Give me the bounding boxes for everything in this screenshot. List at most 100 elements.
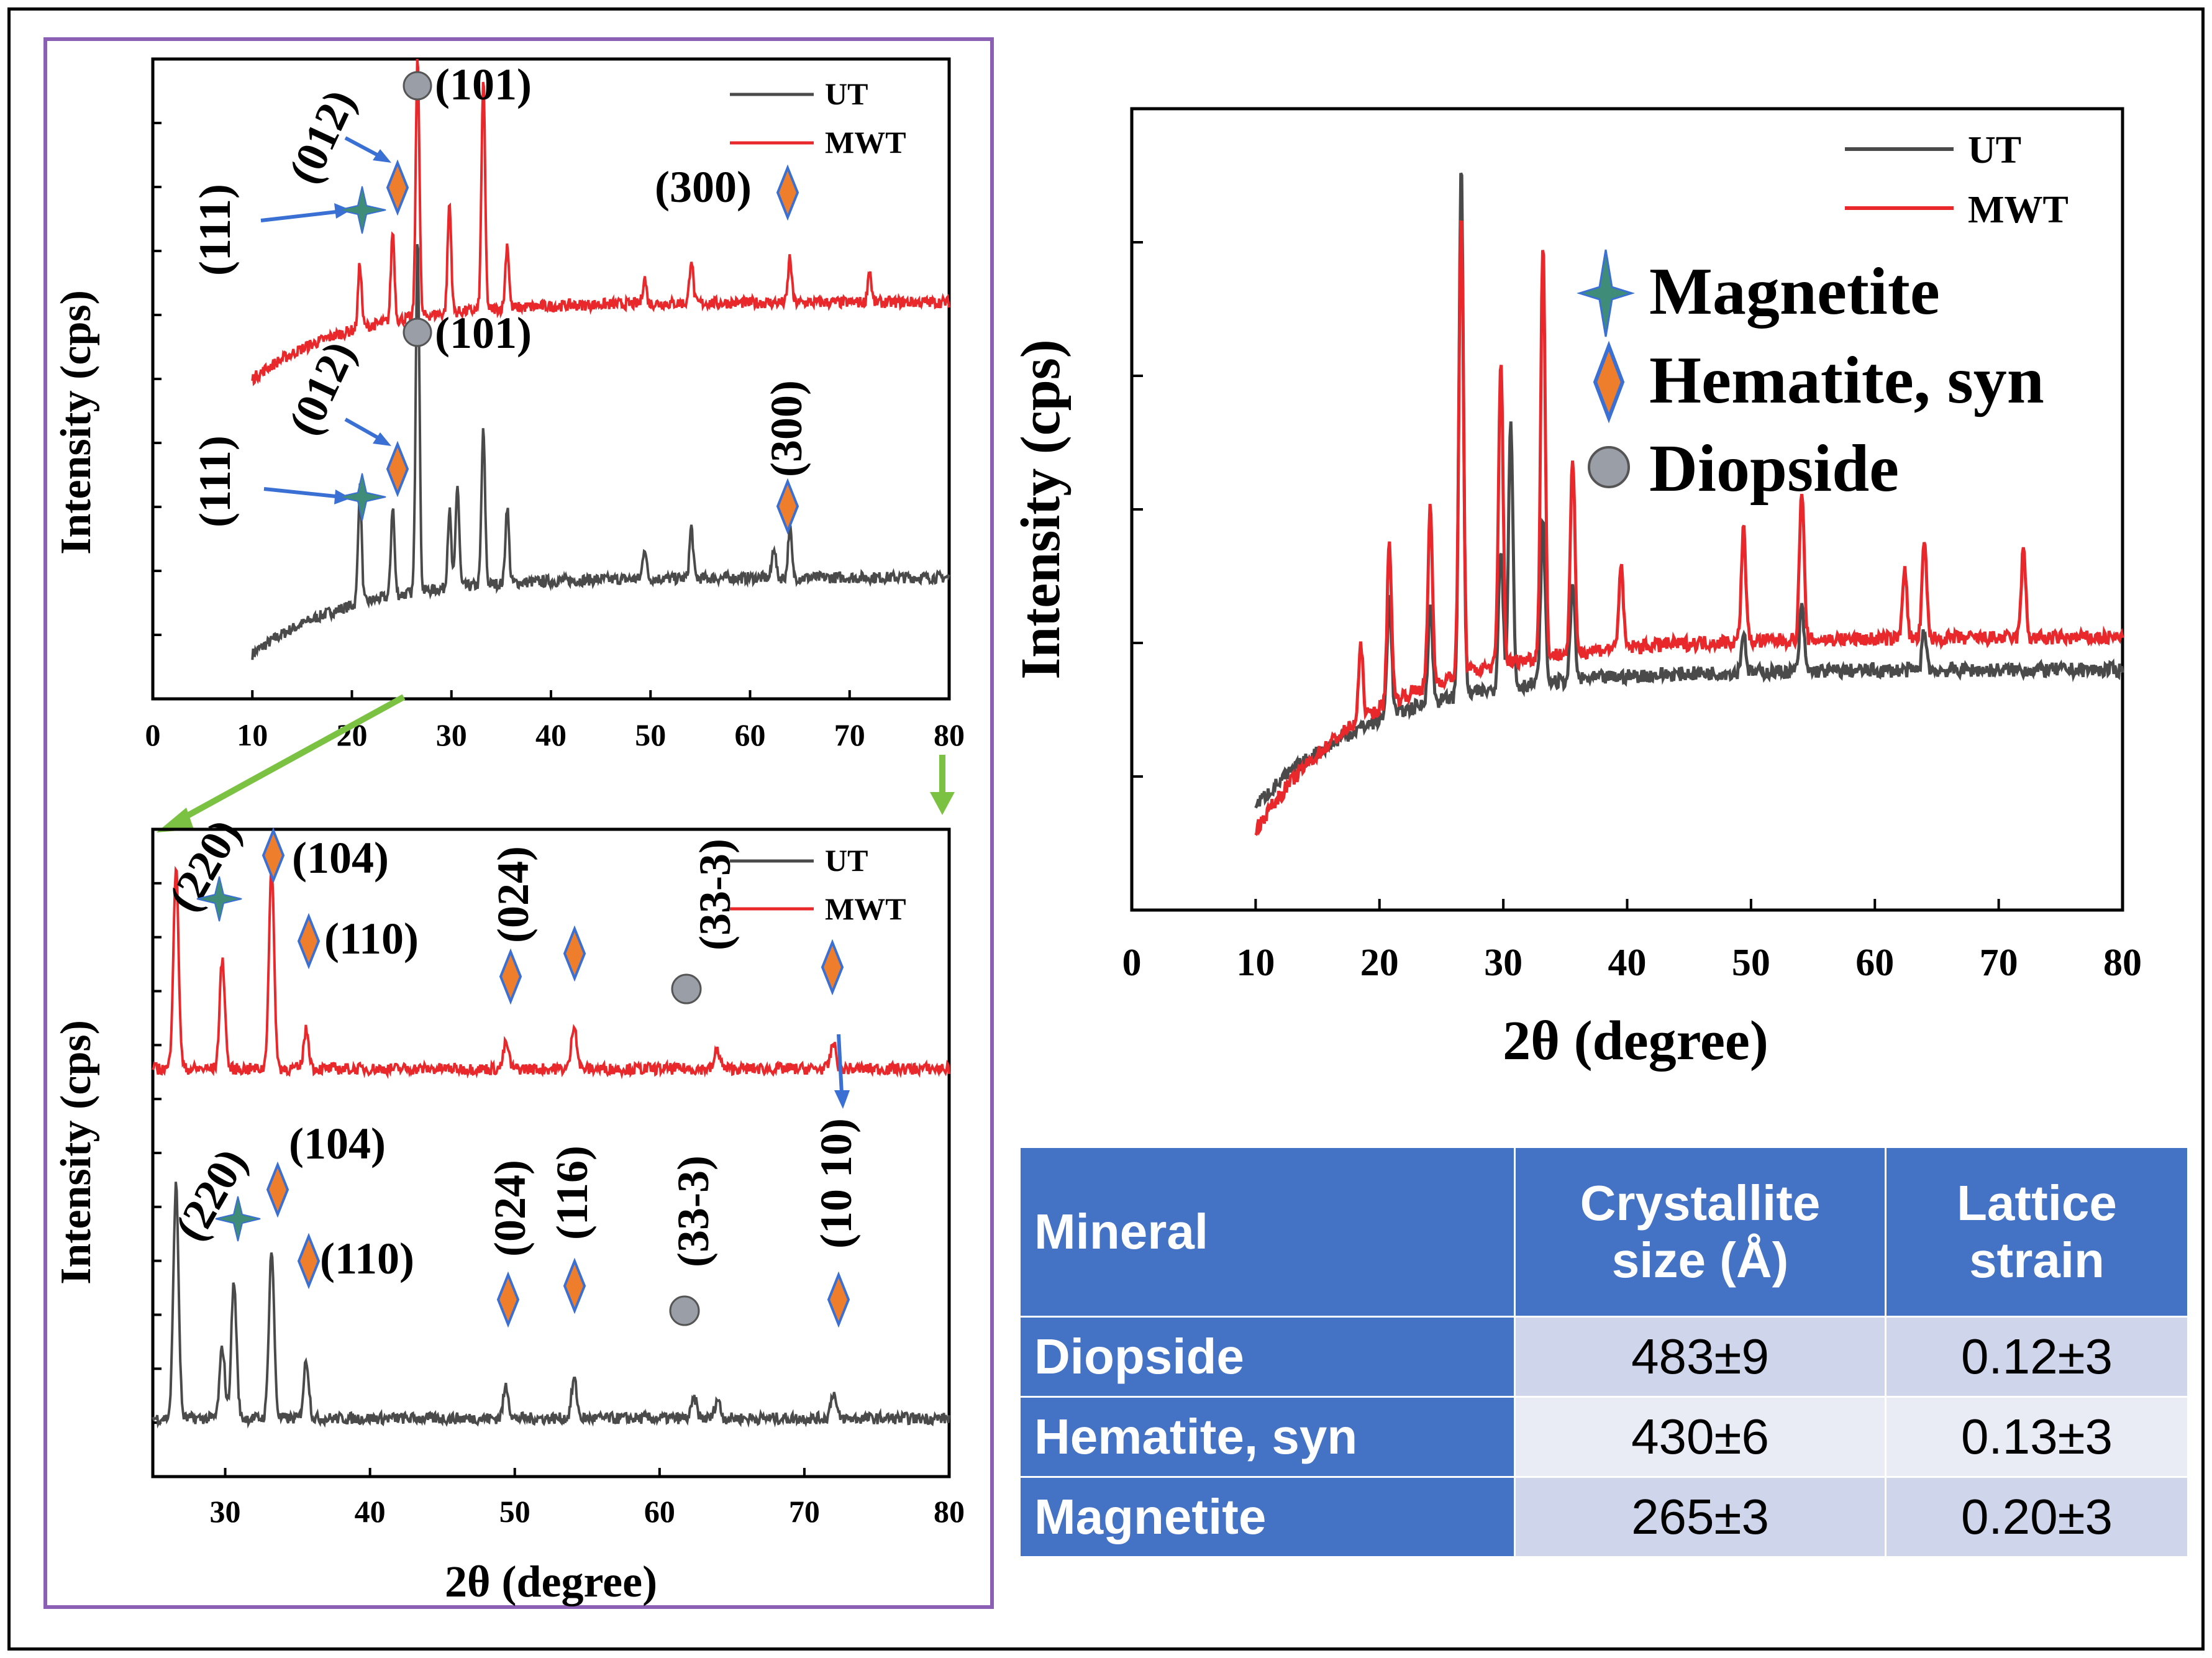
header-lattice-strain: Lattice strain (1885, 1146, 2189, 1318)
bottom-left-ut-magnetite-marker (215, 1196, 261, 1242)
bottom-left-ut-104-label: (104) (289, 1119, 386, 1168)
table-row: Magnetite 265±3 0.20±3 (1019, 1476, 2189, 1558)
row-mineral: Hematite, syn (1019, 1396, 1516, 1478)
row-size: 483±9 (1514, 1316, 1887, 1398)
x-tick-label: 30 (210, 1494, 241, 1529)
x-tick-label: 30 (436, 717, 467, 752)
hematite-legend-icon (1593, 340, 1625, 424)
top-left-ut-diopside-marker (403, 317, 432, 347)
diopside-legend-label: Diopside (1649, 432, 1899, 506)
top-left-mwt-012-label: (012) (279, 82, 365, 191)
bottom-left-ut-hematite-024-marker (496, 1271, 520, 1328)
top-left-mwt-hematite-marker (386, 159, 409, 216)
top-left-ut-line (251, 244, 950, 660)
zoom-arrowhead-left (157, 808, 194, 832)
row-size: 265±3 (1514, 1476, 1887, 1558)
row-strain: 0.13±3 (1885, 1396, 2189, 1478)
magnetite-legend-label: Magnetite (1649, 255, 1940, 329)
header-mineral: Mineral (1019, 1146, 1516, 1318)
bottom-left-mwt-hematite-024-marker (499, 948, 522, 1005)
top-left-ut-101-label: (101) (435, 308, 532, 358)
top-left-ut-hematite-300-marker (776, 478, 799, 535)
x-tick-label: 60 (1855, 942, 1894, 984)
top-left-mwt-300-label: (300) (655, 162, 752, 212)
top-left-legend-mwt: MWT (825, 125, 906, 160)
top-left-mwt-012-arrowhead (373, 149, 391, 163)
bottom-left-legend-ut: UT (825, 843, 868, 878)
bottom-left-mwt-hematite-116-marker (563, 925, 586, 982)
bottom-left-mwt-hematite-110-marker (297, 913, 321, 970)
top-left-mwt-magnetite-marker (338, 186, 386, 234)
right-mwt-line (1254, 220, 2124, 836)
top-left-ut-300-label: (300) (762, 380, 811, 477)
x-tick-label: 50 (1732, 942, 1770, 984)
bottom-left-ut-220-label: (220) (165, 1140, 257, 1249)
row-size: 430±6 (1514, 1396, 1887, 1478)
top-left-ticks: 0 10 20 30 40 50 60 70 80 (145, 122, 965, 752)
bottom-left-ut-diopside-marker (669, 1295, 700, 1326)
bottom-left-ylabel: Intensity (cps) (52, 1020, 100, 1285)
top-left-mwt-111-arrow (260, 209, 342, 222)
bottom-left-ut-110-label: (110) (320, 1234, 414, 1283)
bottom-left-mwt-diopside-marker (671, 973, 702, 1004)
bottom-left-1010-arrowhead (834, 1090, 850, 1109)
bottom-left-ut-024-label: (024) (485, 1160, 535, 1257)
x-tick-label: 60 (735, 717, 766, 752)
row-strain: 0.20±3 (1885, 1476, 2189, 1558)
top-left-ut-111-label: (111) (190, 435, 240, 527)
x-tick-label: 70 (789, 1494, 820, 1529)
x-tick-label: 80 (2103, 942, 2142, 984)
right-plot: 0 10 20 30 40 50 60 70 80 Intensity (cps) 2θ (de… (1010, 107, 2142, 1072)
right-ticks: 0 10 20 30 40 50 60 70 80 (1122, 241, 2142, 984)
top-left-mwt-diopside-marker (403, 71, 432, 101)
figure-frame (7, 7, 2205, 1651)
table-header-row: Mineral Crystallite size (Å) Lattice str… (1019, 1146, 2189, 1318)
x-tick-label: 40 (1608, 942, 1647, 984)
top-left-mwt-111-label: (111) (190, 184, 240, 276)
top-left-ut-magnetite-marker (338, 473, 386, 521)
bottom-left-ut-hematite-1010-marker (827, 1271, 850, 1328)
table-row: Hematite, syn 430±6 0.13±3 (1019, 1396, 2189, 1478)
top-left-mwt-101-label: (101) (435, 60, 532, 109)
x-tick-label: 20 (1360, 942, 1399, 984)
crystallite-table: Mineral Crystallite size (Å) Lattice str… (1019, 1146, 2189, 1558)
top-left-plot: 0 10 20 30 40 50 60 70 80 Intensity (cps) UT MWT… (52, 57, 965, 752)
x-tick-label: 0 (1122, 942, 1142, 984)
table-row: Diopside 483±9 0.12±3 (1019, 1316, 2189, 1398)
left-panel-border (43, 37, 994, 1609)
right-legend-mwt: MWT (1968, 189, 2069, 231)
x-tick-label: 10 (237, 717, 268, 752)
hematite-legend-label: Hematite, syn (1649, 344, 2044, 417)
zoom-arrow-left (172, 694, 406, 826)
bottom-left-ut-hematite-110-marker (297, 1232, 321, 1290)
diopside-legend-icon (1588, 446, 1630, 488)
bottom-left-legend-mwt: MWT (825, 891, 906, 926)
row-mineral: Diopside (1019, 1316, 1516, 1398)
top-left-ut-hematite-marker (386, 440, 409, 498)
magnetite-legend-icon (1576, 249, 1636, 337)
x-tick-label: 10 (1236, 942, 1275, 984)
bottom-left-ticks: 30 40 50 60 70 80 (153, 881, 965, 1529)
bottom-left-mwt-magnetite-marker (196, 876, 242, 922)
bottom-left-ut-1010-label: (10 10) (811, 1118, 861, 1249)
bottom-left-1010-arrow (837, 1034, 844, 1094)
bottom-left-ut-line (152, 1182, 950, 1429)
x-tick-label: 60 (644, 1494, 675, 1529)
right-legend-ut: UT (1968, 129, 2021, 171)
x-tick-label: 50 (499, 1494, 530, 1529)
bottom-left-ut-333-label: (33-3) (668, 1155, 718, 1267)
x-tick-label: 40 (535, 717, 567, 752)
top-left-ut-012-arrowhead (373, 432, 391, 446)
top-left-mwt-hematite-300-marker (776, 164, 799, 221)
bottom-left-mwt-line (152, 865, 950, 1080)
bottom-left-mwt-110-label: (110) (324, 914, 419, 963)
row-strain: 0.12±3 (1885, 1316, 2189, 1398)
bottom-left-ut-116-label: (116) (547, 1146, 597, 1240)
top-left-ut-111-arrow (263, 487, 342, 499)
x-tick-label: 30 (1484, 942, 1522, 984)
top-left-mwt-line (251, 58, 950, 386)
x-tick-label: 70 (1980, 942, 2018, 984)
bottom-left-mwt-hematite-1010-marker (821, 939, 844, 996)
bottom-left-mwt-333-label: (33-3) (690, 839, 740, 950)
